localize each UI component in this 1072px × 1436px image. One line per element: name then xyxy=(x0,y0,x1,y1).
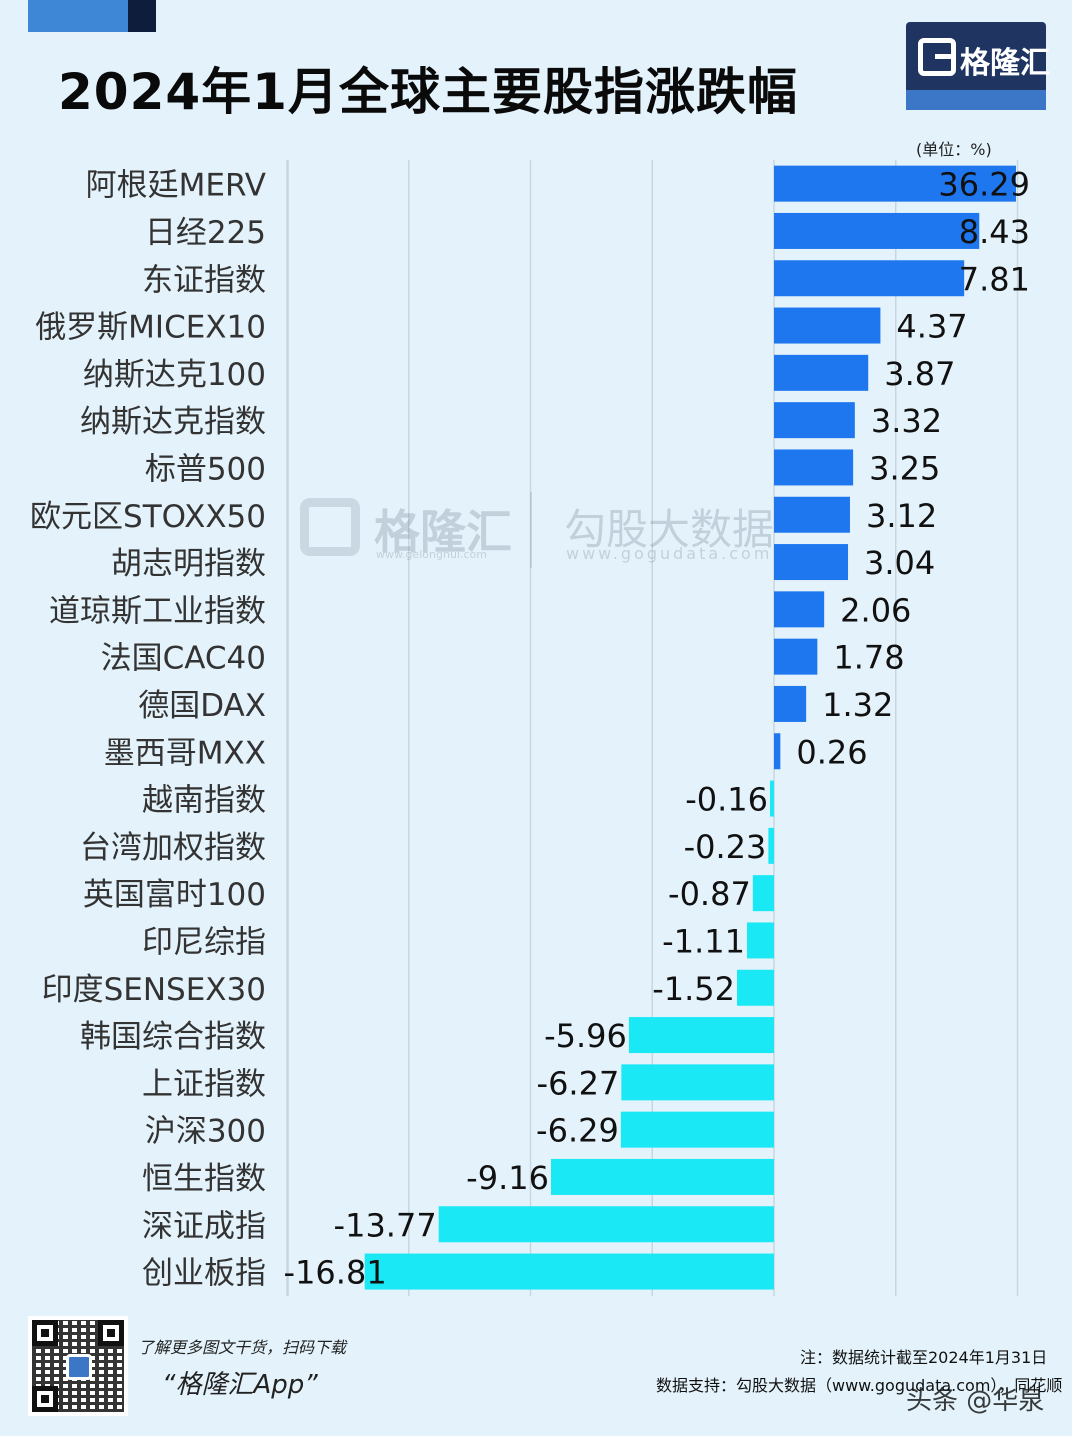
value-label: -0.16 xyxy=(685,781,768,819)
value-label: 3.32 xyxy=(871,402,942,440)
bar xyxy=(770,780,774,817)
value-label: 7.81 xyxy=(959,260,1030,298)
bar xyxy=(774,307,881,344)
bar xyxy=(774,212,980,249)
category-label: 韩国综合指数 xyxy=(80,1019,266,1055)
value-label: 1.32 xyxy=(822,686,893,724)
app-name: “格隆汇App” xyxy=(162,1370,318,1400)
value-label: 1.78 xyxy=(833,639,904,677)
value-label: 4.37 xyxy=(896,308,967,346)
bar xyxy=(774,449,854,486)
value-label: 3.25 xyxy=(869,449,940,487)
bar xyxy=(774,354,869,391)
value-label: 0.26 xyxy=(796,733,867,771)
category-label: 台湾加权指数 xyxy=(80,830,266,866)
value-label: -13.77 xyxy=(334,1206,437,1244)
category-label: 欧元区STOXX50 xyxy=(30,499,266,535)
qr-logo-icon xyxy=(66,1354,92,1380)
bar xyxy=(774,260,965,297)
value-label: 3.87 xyxy=(884,355,955,393)
bar xyxy=(621,1064,774,1101)
category-label: 上证指数 xyxy=(142,1066,266,1102)
category-label: 阿根廷MERV xyxy=(86,168,266,204)
category-label: 印尼综指 xyxy=(142,924,266,960)
value-label: -0.23 xyxy=(684,828,767,866)
bar xyxy=(736,969,774,1006)
value-label: -1.11 xyxy=(662,922,745,960)
qr-code-icon[interactable] xyxy=(28,1316,128,1416)
value-label: 36.29 xyxy=(938,166,1030,204)
bar xyxy=(438,1206,774,1243)
value-label: -9.16 xyxy=(466,1159,549,1197)
bar xyxy=(774,544,849,581)
value-label: -1.52 xyxy=(652,970,735,1008)
category-label: 俄罗斯MICEX10 xyxy=(35,310,266,346)
category-label: 纳斯达克指数 xyxy=(80,404,266,440)
brand-logo-strip xyxy=(906,90,1046,110)
brand-g-icon xyxy=(918,38,956,76)
top-accent-bar-dark xyxy=(128,0,156,32)
scan-hint: 了解更多图文干货，扫码下载 xyxy=(138,1338,347,1357)
value-label: 3.04 xyxy=(864,544,935,582)
value-label: 8.43 xyxy=(959,213,1030,251)
category-label: 深证成指 xyxy=(142,1208,266,1244)
category-label: 道琼斯工业指数 xyxy=(49,593,266,629)
bar xyxy=(774,638,818,675)
bar xyxy=(774,496,850,533)
category-label: 胡志明指数 xyxy=(111,546,266,582)
bar xyxy=(774,165,1016,202)
bar xyxy=(774,733,781,770)
value-label: -6.27 xyxy=(537,1064,620,1102)
category-label: 创业板指 xyxy=(142,1256,266,1292)
category-label: 德国DAX xyxy=(138,688,266,724)
bar xyxy=(364,1253,774,1290)
bar xyxy=(774,402,855,439)
category-label: 墨西哥MXX xyxy=(104,735,266,771)
data-source: 数据支持：勾股大数据（www.gogudata.com），同花顺 xyxy=(656,1376,1063,1395)
category-label: 日经225 xyxy=(145,215,266,251)
bar xyxy=(550,1158,774,1195)
value-label: -0.87 xyxy=(668,875,751,913)
value-label: 2.06 xyxy=(840,591,911,629)
category-label: 印度SENSEX30 xyxy=(42,972,266,1008)
category-label: 沪深300 xyxy=(145,1114,266,1150)
value-label: -5.96 xyxy=(544,1017,627,1055)
bar xyxy=(774,591,825,628)
unit-label: (单位：%) xyxy=(916,140,992,159)
category-label: 法国CAC40 xyxy=(101,641,266,677)
bar xyxy=(620,1111,774,1148)
category-label: 越南指数 xyxy=(142,783,266,819)
category-label: 标普500 xyxy=(145,451,266,487)
category-label: 东证指数 xyxy=(142,262,266,298)
chart-title: 2024年1月全球主要股指涨跌幅 xyxy=(58,63,798,121)
category-label: 纳斯达克100 xyxy=(83,357,266,393)
brand-logo-text: 格隆汇 xyxy=(960,46,1050,81)
value-label: -16.81 xyxy=(284,1254,387,1292)
category-label: 英国富时100 xyxy=(83,877,266,913)
bar xyxy=(628,1017,774,1054)
data-note: 注：数据统计截至2024年1月31日 xyxy=(800,1348,1048,1367)
bar xyxy=(752,875,774,912)
value-label: -6.29 xyxy=(536,1112,619,1150)
bar xyxy=(768,827,774,864)
bar xyxy=(774,685,807,722)
platform-watermark: 头条 @华泉 xyxy=(906,1386,1045,1416)
bar xyxy=(746,922,774,959)
top-accent-bar xyxy=(28,0,128,32)
category-label: 恒生指数 xyxy=(142,1161,266,1197)
value-label: 3.12 xyxy=(866,497,937,535)
